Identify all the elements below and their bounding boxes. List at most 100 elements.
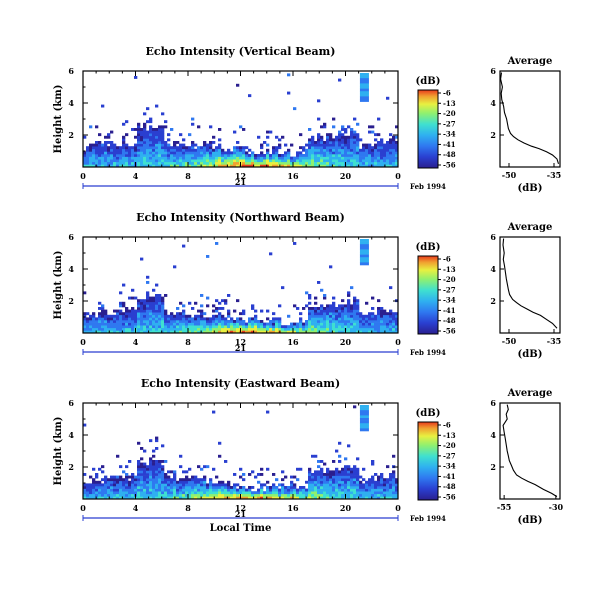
echo-cell bbox=[173, 486, 177, 489]
echo-cell bbox=[143, 496, 147, 499]
echo-cell bbox=[89, 475, 93, 479]
echo-cell bbox=[341, 138, 345, 142]
echo-cell bbox=[137, 130, 141, 134]
echo-cell bbox=[269, 486, 273, 489]
echo-cell bbox=[278, 491, 282, 495]
echo-cell bbox=[338, 460, 342, 463]
echo-cell bbox=[89, 151, 93, 155]
echo-cell bbox=[176, 156, 180, 160]
echo-cell bbox=[374, 480, 378, 484]
echo-cell bbox=[365, 301, 369, 305]
echo-cell bbox=[119, 478, 123, 482]
echo-cell bbox=[344, 457, 348, 461]
echo-cell bbox=[353, 483, 357, 487]
echo-cell bbox=[317, 99, 321, 103]
echo-cell bbox=[146, 478, 150, 482]
echo-cell bbox=[140, 128, 144, 131]
echo-cell bbox=[146, 120, 150, 124]
echo-cell bbox=[263, 154, 267, 157]
echo-cell bbox=[95, 475, 99, 479]
echo-cell bbox=[359, 412, 369, 416]
echo-cell bbox=[155, 159, 159, 163]
echo-cell bbox=[143, 130, 147, 134]
echo-cell bbox=[113, 496, 117, 499]
echo-cell bbox=[158, 309, 162, 313]
echo-cell bbox=[239, 125, 243, 129]
echo-cell bbox=[161, 138, 165, 142]
echo-cell bbox=[185, 475, 189, 479]
echo-cell bbox=[119, 322, 123, 326]
echo-cell bbox=[320, 478, 324, 482]
echo-cell bbox=[296, 154, 300, 157]
echo-cell bbox=[311, 143, 315, 147]
echo-cell bbox=[350, 483, 354, 487]
echo-cell bbox=[350, 478, 354, 482]
echo-cell bbox=[395, 478, 398, 482]
echo-cell bbox=[155, 436, 159, 440]
echo-cell bbox=[350, 151, 354, 155]
echo-cell bbox=[275, 156, 279, 160]
echo-cell bbox=[107, 161, 111, 165]
echo-cell bbox=[149, 148, 153, 152]
echo-cell bbox=[110, 475, 114, 479]
echo-cell bbox=[149, 322, 153, 326]
echo-cell bbox=[179, 496, 183, 499]
echo-cell bbox=[272, 320, 276, 323]
echo-cell bbox=[143, 312, 147, 316]
echo-cell bbox=[122, 496, 126, 499]
echo-cell bbox=[143, 125, 147, 129]
echo-cell bbox=[353, 486, 357, 489]
echo-cell bbox=[176, 146, 180, 150]
echo-cell bbox=[92, 314, 96, 318]
echo-cell bbox=[248, 330, 252, 333]
echo-cell bbox=[116, 491, 120, 495]
echo-cell bbox=[200, 330, 204, 333]
echo-cell bbox=[191, 148, 195, 152]
echo-cell bbox=[143, 143, 147, 147]
echo-cell bbox=[347, 164, 351, 167]
echo-cell bbox=[308, 470, 312, 474]
echo-cell bbox=[320, 151, 324, 155]
echo-cell bbox=[392, 491, 396, 495]
echo-cell bbox=[140, 156, 144, 160]
echo-cell bbox=[149, 317, 153, 321]
echo-cell bbox=[122, 327, 126, 331]
echo-cell bbox=[200, 478, 204, 482]
echo-cell bbox=[122, 283, 126, 287]
echo-cell bbox=[305, 154, 309, 157]
echo-cell bbox=[179, 491, 183, 495]
echo-cell bbox=[197, 483, 201, 487]
echo-cell bbox=[359, 249, 369, 253]
echo-cell bbox=[197, 125, 201, 129]
echo-cell bbox=[308, 128, 312, 131]
echo-cell bbox=[92, 478, 96, 482]
echo-cell bbox=[143, 151, 147, 155]
echo-cell bbox=[182, 320, 186, 323]
echo-cell bbox=[266, 159, 270, 163]
echo-cell bbox=[359, 257, 369, 261]
profile-frame bbox=[499, 402, 561, 500]
echo-cell bbox=[350, 480, 354, 484]
echo-cell bbox=[380, 330, 384, 333]
echo-cell bbox=[353, 161, 357, 165]
echo-cell bbox=[218, 138, 222, 142]
echo-cell bbox=[200, 154, 204, 157]
echo-cell bbox=[350, 314, 354, 318]
echo-cell bbox=[296, 496, 300, 499]
echo-cell bbox=[365, 146, 369, 150]
echo-cell bbox=[338, 486, 342, 489]
echo-cell bbox=[347, 299, 351, 303]
echo-cell bbox=[350, 473, 354, 476]
echo-cell bbox=[200, 493, 204, 497]
echo-cell bbox=[182, 470, 186, 474]
echo-cell bbox=[191, 146, 195, 150]
echo-cell bbox=[116, 161, 120, 165]
echo-cell bbox=[296, 156, 300, 160]
echo-cell bbox=[374, 317, 378, 321]
echo-cell bbox=[119, 496, 123, 499]
echo-cell bbox=[200, 159, 204, 163]
echo-cell bbox=[227, 330, 231, 333]
echo-cell bbox=[224, 486, 228, 489]
echo-cell bbox=[332, 493, 336, 497]
echo-cell bbox=[182, 164, 186, 167]
